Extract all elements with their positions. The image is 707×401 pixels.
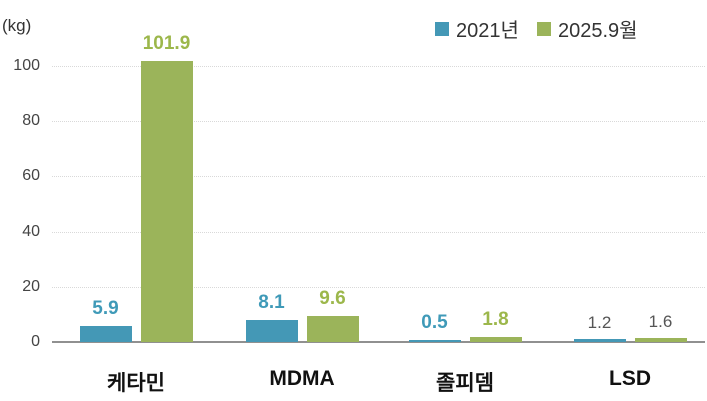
y-tick-100: 100 [13,57,40,74]
legend-swatch-icon [537,21,551,36]
gridline-80 [52,121,705,123]
category-label-LSD: LSD [609,367,651,390]
y-axis-unit-label: (kg) [2,16,32,35]
gridline-20 [52,286,705,288]
gridline-100 [52,66,705,67]
value-label-MDMA-2021년: 8.1 [258,291,285,313]
value-label-졸피뎀-2025.9월: 1.8 [482,309,509,331]
value-label-MDMA-2025.9월: 9.6 [319,287,346,309]
bar-LSD-2025.9월 [634,337,687,342]
value-label-케타민-2025.9월: 101.9 [142,32,191,54]
y-tick-40: 40 [22,222,40,240]
y-tick-60: 60 [22,167,40,185]
y-tick-0: 0 [31,333,40,350]
chart-legend: 2021년 2025.9월 [0,0,707,43]
gridline-60 [52,176,705,178]
legend-label: 2025.9월 [558,20,638,42]
bar-케타민-2025.9월 [140,60,193,342]
category-label-MDMA: MDMA [269,367,335,390]
y-tick-80: 80 [22,112,40,130]
legend-item-2025.9월: 2025.9월 [537,14,638,43]
y-tick-20: 20 [22,277,40,295]
gridline-40 [52,231,705,233]
value-label-LSD-2025.9월: 1.6 [648,311,673,331]
category-label-케타민: 케타민 [107,372,165,395]
category-label-졸피뎀: 졸피뎀 [436,372,494,395]
bar-졸피뎀-2025.9월 [469,337,522,342]
bar-MDMA-2021년 [245,319,298,342]
legend-item-2021년: 2021년 [435,14,519,43]
value-label-케타민-2021년: 5.9 [92,297,119,319]
bar-케타민-2021년 [79,325,132,342]
value-label-졸피뎀-2021년: 0.5 [421,312,448,333]
bar-LSD-2021년 [573,338,626,342]
bar-MDMA-2025.9월 [306,315,359,342]
value-label-LSD-2021년: 1.2 [587,312,612,332]
bar-졸피뎀-2021년 [408,340,461,342]
x-axis-line [52,341,705,343]
legend-swatch-icon [435,21,449,36]
legend-label: 2021년 [456,20,519,42]
